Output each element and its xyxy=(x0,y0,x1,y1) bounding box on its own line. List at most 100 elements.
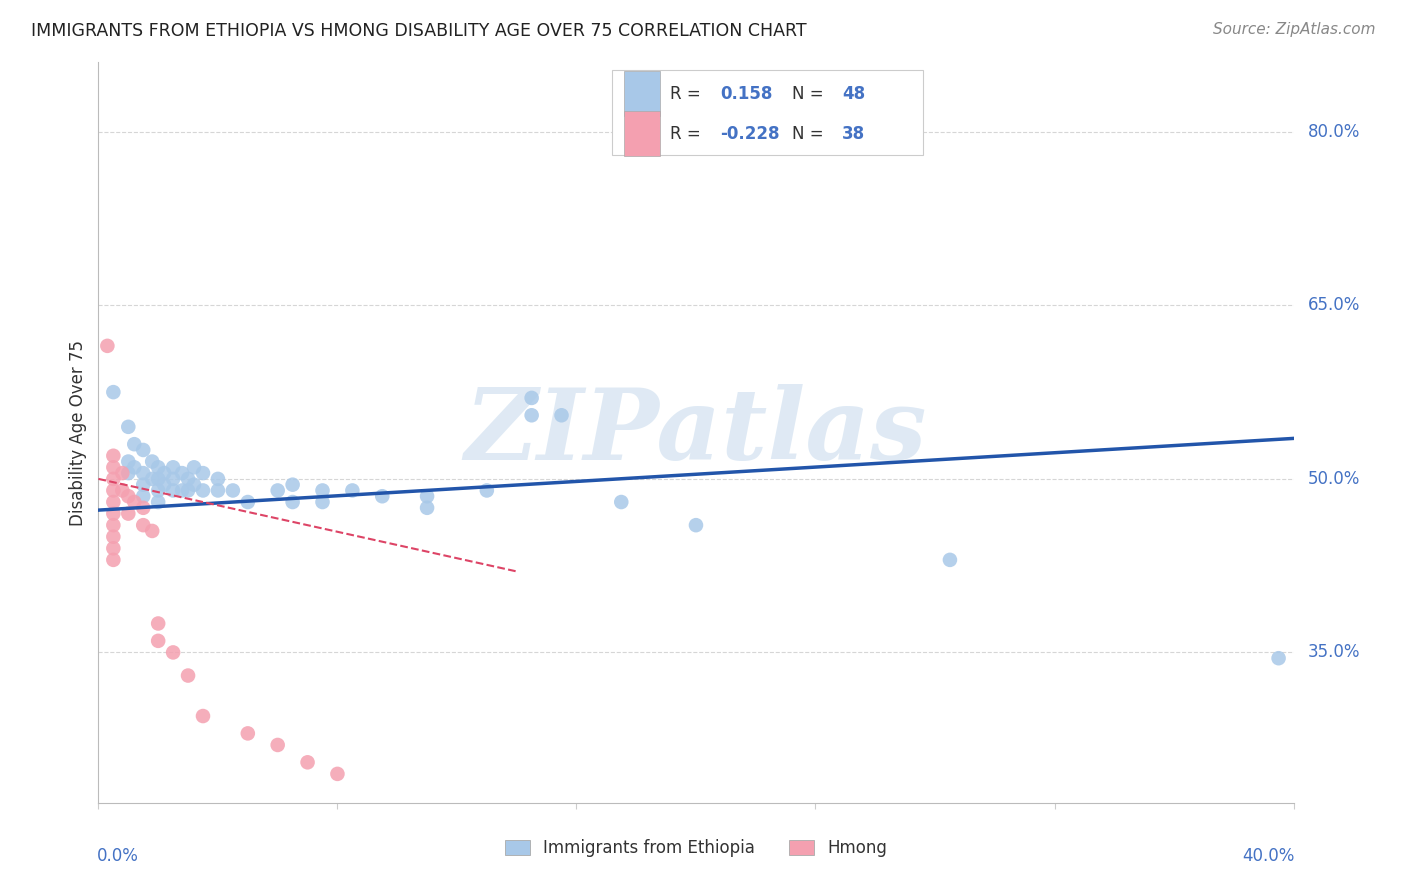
Point xyxy=(222,483,245,498)
Point xyxy=(371,489,394,503)
FancyBboxPatch shape xyxy=(624,112,661,156)
Point xyxy=(939,553,962,567)
Point xyxy=(132,500,155,515)
Point xyxy=(267,738,290,752)
Point xyxy=(177,483,200,498)
Point xyxy=(132,477,155,491)
Point xyxy=(610,495,633,509)
Point xyxy=(132,466,155,480)
Text: -0.228: -0.228 xyxy=(720,125,779,143)
Point xyxy=(685,518,707,533)
Point xyxy=(326,767,349,781)
Point xyxy=(103,483,125,498)
Point xyxy=(117,454,139,468)
Point xyxy=(153,477,176,491)
Point xyxy=(207,483,229,498)
Point xyxy=(311,495,333,509)
Point xyxy=(103,460,125,475)
Point xyxy=(520,391,543,405)
FancyBboxPatch shape xyxy=(624,71,661,116)
Point xyxy=(103,518,125,533)
Point xyxy=(103,541,125,556)
Point xyxy=(124,460,146,475)
Point xyxy=(148,460,170,475)
Text: 35.0%: 35.0% xyxy=(1308,643,1361,661)
Text: 80.0%: 80.0% xyxy=(1308,123,1360,141)
Point xyxy=(148,483,170,498)
Point xyxy=(103,507,125,521)
Point xyxy=(342,483,364,498)
Point xyxy=(103,530,125,544)
Point xyxy=(148,633,170,648)
Point xyxy=(148,616,170,631)
Text: 40.0%: 40.0% xyxy=(1243,847,1295,865)
Text: 38: 38 xyxy=(842,125,865,143)
Point xyxy=(177,668,200,682)
Text: 48: 48 xyxy=(842,85,865,103)
Point xyxy=(520,409,543,423)
Point xyxy=(191,466,214,480)
Text: N =: N = xyxy=(792,125,828,143)
Point xyxy=(132,442,155,457)
Point xyxy=(236,726,259,740)
Point xyxy=(117,420,139,434)
Point xyxy=(148,472,170,486)
Point xyxy=(153,466,176,480)
Point xyxy=(162,472,184,486)
Point xyxy=(141,524,163,538)
Point xyxy=(183,460,205,475)
Point xyxy=(550,409,572,423)
Point xyxy=(141,472,163,486)
Point xyxy=(416,489,439,503)
Point xyxy=(297,756,319,770)
Legend: Immigrants from Ethiopia, Hmong: Immigrants from Ethiopia, Hmong xyxy=(505,839,887,857)
Point xyxy=(177,472,200,486)
Text: R =: R = xyxy=(669,85,706,103)
Point xyxy=(132,489,155,503)
Point xyxy=(1267,651,1289,665)
Text: N =: N = xyxy=(792,85,828,103)
Point xyxy=(267,483,290,498)
Text: 0.158: 0.158 xyxy=(720,85,772,103)
Text: IMMIGRANTS FROM ETHIOPIA VS HMONG DISABILITY AGE OVER 75 CORRELATION CHART: IMMIGRANTS FROM ETHIOPIA VS HMONG DISABI… xyxy=(31,22,807,40)
Point xyxy=(103,495,125,509)
Point xyxy=(281,477,304,491)
Text: 50.0%: 50.0% xyxy=(1308,470,1360,488)
Point xyxy=(416,500,439,515)
Point xyxy=(117,507,139,521)
Point xyxy=(141,454,163,468)
Text: Source: ZipAtlas.com: Source: ZipAtlas.com xyxy=(1212,22,1375,37)
Point xyxy=(132,518,155,533)
Point xyxy=(172,466,194,480)
Point xyxy=(191,483,214,498)
Point xyxy=(103,553,125,567)
Point xyxy=(236,495,259,509)
Point xyxy=(191,709,214,723)
Point xyxy=(207,472,229,486)
Point xyxy=(124,495,146,509)
Point xyxy=(103,385,125,400)
Point xyxy=(111,483,134,498)
FancyBboxPatch shape xyxy=(613,70,922,155)
Point xyxy=(311,483,333,498)
Point xyxy=(172,483,194,498)
Y-axis label: Disability Age Over 75: Disability Age Over 75 xyxy=(69,340,87,525)
Text: ZIPatlas: ZIPatlas xyxy=(465,384,927,481)
Point xyxy=(103,472,125,486)
Point xyxy=(162,483,184,498)
Point xyxy=(281,495,304,509)
Point xyxy=(96,339,118,353)
Point xyxy=(148,495,170,509)
Point xyxy=(183,477,205,491)
Text: 65.0%: 65.0% xyxy=(1308,296,1360,314)
Point xyxy=(475,483,498,498)
Text: 0.0%: 0.0% xyxy=(97,847,139,865)
Point xyxy=(162,645,184,659)
Point xyxy=(103,449,125,463)
Point xyxy=(124,437,146,451)
Point xyxy=(117,489,139,503)
Point xyxy=(117,466,139,480)
Point xyxy=(111,466,134,480)
Point xyxy=(162,460,184,475)
Text: R =: R = xyxy=(669,125,706,143)
